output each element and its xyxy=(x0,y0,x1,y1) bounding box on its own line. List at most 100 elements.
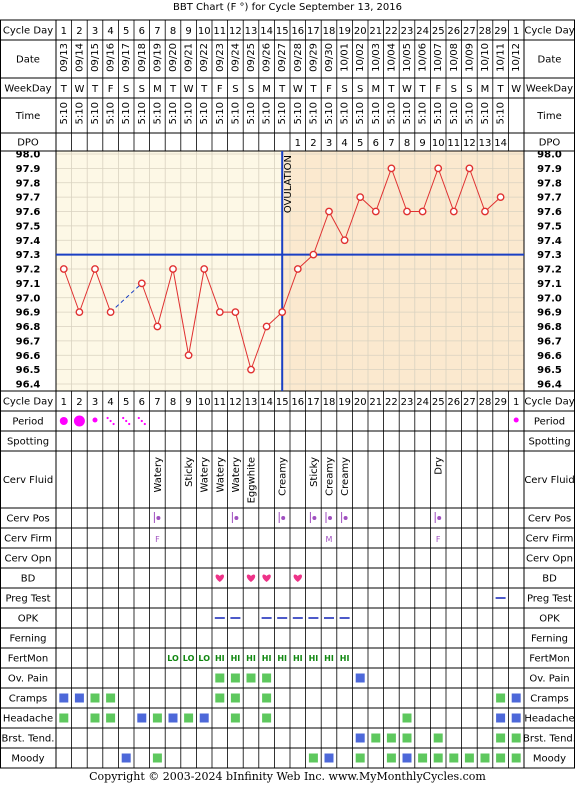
cycle-day-number: 18 xyxy=(323,26,336,37)
y-tick-label-right: 96.6 xyxy=(537,351,562,362)
symptom-marker xyxy=(496,753,506,763)
date-label: 09/19 xyxy=(152,43,163,72)
row-label-left: DPO xyxy=(17,138,39,149)
temp-point xyxy=(387,164,396,173)
temp-point xyxy=(465,164,474,173)
date-label: 09/29 xyxy=(308,43,319,72)
row-label-right: BD xyxy=(542,574,557,585)
cycle-day-number: 9 xyxy=(185,397,191,408)
temp-point xyxy=(278,308,287,317)
y-tick-label-right: 96.5 xyxy=(537,365,562,376)
period-mark xyxy=(513,417,519,423)
y-tick-label-left: 97.0 xyxy=(16,293,41,304)
dpo-number: 1 xyxy=(295,138,301,149)
date-label: 09/16 xyxy=(106,43,117,72)
cycle-day-number: 18 xyxy=(323,397,336,408)
fertmon-reading: LO xyxy=(183,654,195,663)
date-label: 09/26 xyxy=(262,43,273,72)
y-tick-label-left: 97.3 xyxy=(16,250,41,261)
temp-line xyxy=(328,211,346,241)
temp-point xyxy=(309,250,318,259)
date-label: 09/28 xyxy=(293,43,304,72)
symptom-marker xyxy=(152,713,162,723)
cycle-day-number: 11 xyxy=(213,26,226,37)
period-mark xyxy=(128,422,131,426)
cycle-day-number: 29 xyxy=(494,26,507,37)
cycle-day-number: 24 xyxy=(416,26,429,37)
y-tick-label-left: 97.7 xyxy=(16,193,41,204)
row-label-right: Date xyxy=(538,55,562,66)
symptom-marker xyxy=(511,693,521,703)
temp-line xyxy=(375,168,392,212)
cycle-day-number: 16 xyxy=(291,26,304,37)
period-mark xyxy=(112,422,115,426)
date-label: 09/25 xyxy=(246,43,257,72)
symptom-marker xyxy=(74,693,84,703)
date-label: 10/12 xyxy=(511,43,522,72)
row-label-left: Cerv Fluid xyxy=(3,475,53,486)
cycle-day-number: 12 xyxy=(229,26,242,37)
cerv-pos-mark xyxy=(328,516,332,520)
symptom-marker xyxy=(230,673,240,683)
weekday-letter: S xyxy=(139,84,145,95)
temp-line xyxy=(312,211,330,255)
row-label-right: Brst. Tend. xyxy=(523,734,575,745)
cycle-day-number: 5 xyxy=(123,397,129,408)
temp-point xyxy=(247,365,255,374)
cycle-day-number: 15 xyxy=(276,26,289,37)
temp-point xyxy=(184,351,193,360)
cycle-day-number: 2 xyxy=(76,397,82,408)
row-label-right: Preg Test xyxy=(527,594,572,605)
period-mark xyxy=(109,419,112,423)
date-label: 09/24 xyxy=(230,43,241,72)
date-label: 10/08 xyxy=(449,43,460,72)
temp-line xyxy=(141,283,158,327)
y-tick-label-right: 97.1 xyxy=(537,279,562,290)
y-tick-label-left: 96.6 xyxy=(16,351,41,362)
cycle-day-number: 26 xyxy=(447,397,460,408)
row-label-right: Cycle Day xyxy=(524,26,574,37)
y-tick-label-right: 97.6 xyxy=(537,207,562,218)
weekday-letter: F xyxy=(435,84,441,95)
dpo-number: 13 xyxy=(479,138,492,149)
chart-title: BBT Chart (F °) for Cycle September 13, … xyxy=(173,2,402,13)
time-label: 5:10 xyxy=(308,102,319,124)
dpo-number: 14 xyxy=(494,138,507,149)
cycle-day-number: 16 xyxy=(291,397,304,408)
time-label: 5:10 xyxy=(184,102,195,124)
weekday-letter: M xyxy=(262,84,271,95)
symptom-marker xyxy=(137,713,147,723)
row-label-left: Cycle Day xyxy=(3,26,53,37)
cycle-day-number: 8 xyxy=(170,26,176,37)
weekday-letter: T xyxy=(169,84,177,95)
cycle-day-number: 3 xyxy=(92,397,98,408)
y-tick-label-left: 97.4 xyxy=(16,236,41,247)
cycle-day-number: 1 xyxy=(513,397,519,408)
row-label-right: Cramps xyxy=(530,694,569,705)
temp-line xyxy=(172,268,190,356)
row-label-right: Headache xyxy=(524,714,574,725)
temp-point xyxy=(418,207,427,216)
temp-line xyxy=(281,268,299,313)
dpo-number: 5 xyxy=(357,138,363,149)
y-tick-label-left: 97.2 xyxy=(16,265,41,276)
y-tick-label-right: 97.9 xyxy=(537,164,562,175)
cerv-fluid-label: Watery xyxy=(153,457,164,493)
y-tick-label-right: 97.3 xyxy=(537,250,562,261)
fertmon-reading: HI xyxy=(324,654,334,663)
weekday-letter: T xyxy=(387,84,395,95)
time-label: 5:10 xyxy=(262,102,273,124)
y-tick-label-left: 96.9 xyxy=(16,308,41,319)
cycle-day-number: 7 xyxy=(154,397,160,408)
y-tick-label-right: 96.7 xyxy=(537,336,562,347)
date-label: 09/27 xyxy=(277,43,288,72)
dpo-number: 3 xyxy=(326,138,332,149)
weekday-letter: T xyxy=(60,84,68,95)
row-label-right: Ferning xyxy=(531,634,568,645)
symptom-marker xyxy=(496,733,506,743)
temp-line xyxy=(422,168,439,212)
cycle-day-number: 11 xyxy=(213,397,226,408)
symptom-marker xyxy=(449,753,459,763)
row-label-left: Brst. Tend. xyxy=(2,734,55,745)
bd-heart xyxy=(262,574,271,582)
